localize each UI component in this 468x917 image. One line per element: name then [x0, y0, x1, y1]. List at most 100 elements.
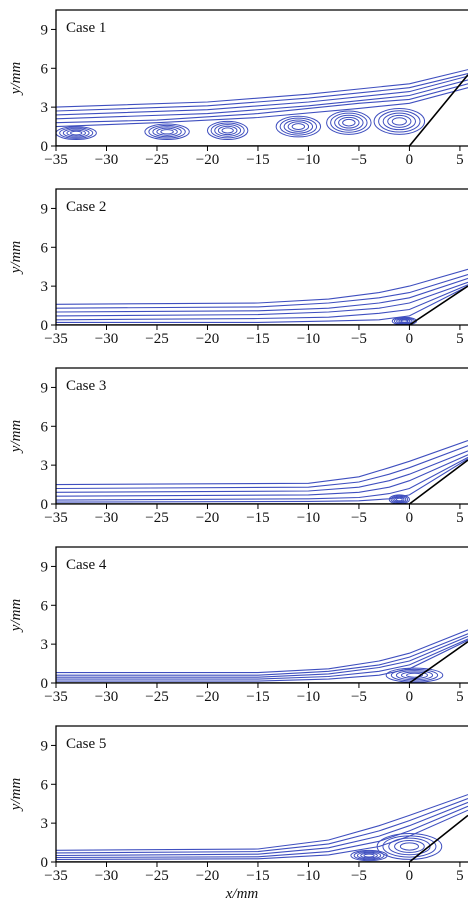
y-tick-label: 9 — [41, 559, 49, 575]
vortex-loop — [330, 112, 368, 133]
vortex-loop — [279, 117, 318, 136]
streamline — [56, 638, 468, 680]
x-tick-label: −25 — [145, 868, 168, 884]
vortex-loop — [59, 127, 94, 139]
x-tick-label: −10 — [297, 331, 320, 347]
vortex-loop — [152, 126, 182, 138]
x-tick-label: 0 — [406, 689, 414, 705]
axes-frame — [55, 725, 468, 863]
vortex-loop — [221, 127, 234, 134]
y-tick-label: 6 — [41, 61, 49, 77]
y-tick-label: 0 — [41, 139, 49, 155]
vortex-loop — [334, 114, 364, 131]
x-tick-label: 5 — [456, 868, 464, 884]
x-tick-label: 0 — [406, 510, 414, 526]
streamline — [56, 629, 468, 674]
x-tick-label: −5 — [351, 689, 367, 705]
y-tick-label: 0 — [41, 497, 49, 513]
y-axis-label: y/mm — [8, 62, 24, 97]
x-tick-label: −30 — [95, 689, 118, 705]
x-tick-label: −20 — [196, 152, 219, 168]
x-tick-label: −10 — [297, 689, 320, 705]
axes-frame — [55, 367, 468, 505]
y-axis-label: y/mm — [8, 599, 24, 634]
y-axis-label: y/mm — [8, 241, 24, 276]
panel-title: Case 1 — [66, 20, 106, 36]
panel-case-1: 0 3 6 9 −35 −30 −25 −20 −15 −10 −5 0 5 Case 1 y/mm — [8, 9, 468, 168]
y-tick-label: 6 — [41, 777, 49, 793]
vortex-loop — [156, 127, 178, 136]
streamline — [56, 268, 468, 305]
x-tick-label: −35 — [44, 510, 67, 526]
x-tick-label: −20 — [196, 689, 219, 705]
streamline — [56, 445, 468, 490]
x-tick-label: 0 — [406, 331, 414, 347]
x-tick-label: −15 — [246, 331, 269, 347]
panel-title: Case 5 — [66, 736, 106, 752]
x-tick-label: 0 — [406, 152, 414, 168]
streamlines — [56, 629, 468, 683]
x-tick-label: −15 — [246, 152, 269, 168]
vortex-loop — [206, 120, 249, 141]
vortex-loop — [398, 318, 411, 324]
x-tick-label: −35 — [44, 152, 67, 168]
panel-title: Case 4 — [66, 557, 107, 573]
panel-case-5: 0 3 6 9 −35 −30 −25 −20 −15 −10 −5 0 5 Case 5 y/mm x/mm — [8, 725, 468, 902]
y-axis-label: y/mm — [8, 420, 24, 455]
streamline — [56, 454, 468, 497]
y-tick-label: 3 — [41, 279, 49, 295]
y-tick-label: 3 — [41, 100, 49, 116]
vortex-loop — [217, 125, 238, 136]
vortex-loop — [394, 839, 425, 853]
y-tick-label: 6 — [41, 240, 49, 256]
ramp-wall — [56, 74, 468, 146]
panel-case-3: 0 3 6 9 −35 −30 −25 −20 −15 −10 −5 0 5 Case 3 y/mm — [8, 367, 468, 526]
streamline — [56, 794, 468, 851]
streamline — [56, 87, 468, 128]
x-tick-label: −30 — [95, 868, 118, 884]
x-tick-label: −30 — [95, 510, 118, 526]
streamlines — [56, 794, 468, 862]
x-tick-label: −15 — [246, 510, 269, 526]
vortex-loop — [287, 121, 310, 132]
vortex-loop — [388, 494, 410, 504]
vortex-loop — [390, 668, 439, 682]
y-axis-label: y/mm — [8, 778, 24, 813]
x-tick-label: −25 — [145, 152, 168, 168]
y-tick-label: 3 — [41, 816, 49, 832]
vortex-loop — [399, 842, 419, 851]
y-tick-label: 0 — [41, 318, 49, 334]
vortex-loop — [350, 849, 388, 862]
vortex-loop — [360, 852, 378, 859]
x-tick-label: −35 — [44, 331, 67, 347]
x-tick-label: −10 — [297, 152, 320, 168]
vortex-loop — [56, 126, 97, 141]
vortex-loop — [275, 115, 322, 138]
y-tick-label: 3 — [41, 637, 49, 653]
streamline — [56, 458, 468, 503]
ramp-wall — [56, 814, 468, 862]
y-tick-label: 9 — [41, 201, 49, 217]
panel-title: Case 3 — [66, 378, 106, 394]
panel-case-2: 0 3 6 9 −35 −30 −25 −20 −15 −10 −5 0 5 Case 2 y/mm — [8, 188, 468, 347]
vortex-loop — [338, 116, 360, 129]
ramp-wall — [56, 640, 468, 683]
x-tick-label: −5 — [351, 331, 367, 347]
x-tick-label: 5 — [456, 152, 464, 168]
y-tick-label: 3 — [41, 458, 49, 474]
vortex-loop — [291, 123, 306, 130]
streamlines — [56, 439, 468, 504]
x-tick-label: −35 — [44, 868, 67, 884]
panel-title: Case 2 — [66, 199, 106, 215]
streamline — [56, 801, 468, 857]
x-tick-label: −30 — [95, 152, 118, 168]
streamline — [56, 809, 468, 860]
streamline — [56, 639, 468, 682]
x-tick-label: −25 — [145, 510, 168, 526]
x-tick-label: −25 — [145, 331, 168, 347]
vortex-loop — [382, 112, 416, 131]
x-axis-label: x/mm — [225, 886, 259, 902]
vortex-loop — [387, 114, 412, 128]
x-tick-label: 5 — [456, 331, 464, 347]
